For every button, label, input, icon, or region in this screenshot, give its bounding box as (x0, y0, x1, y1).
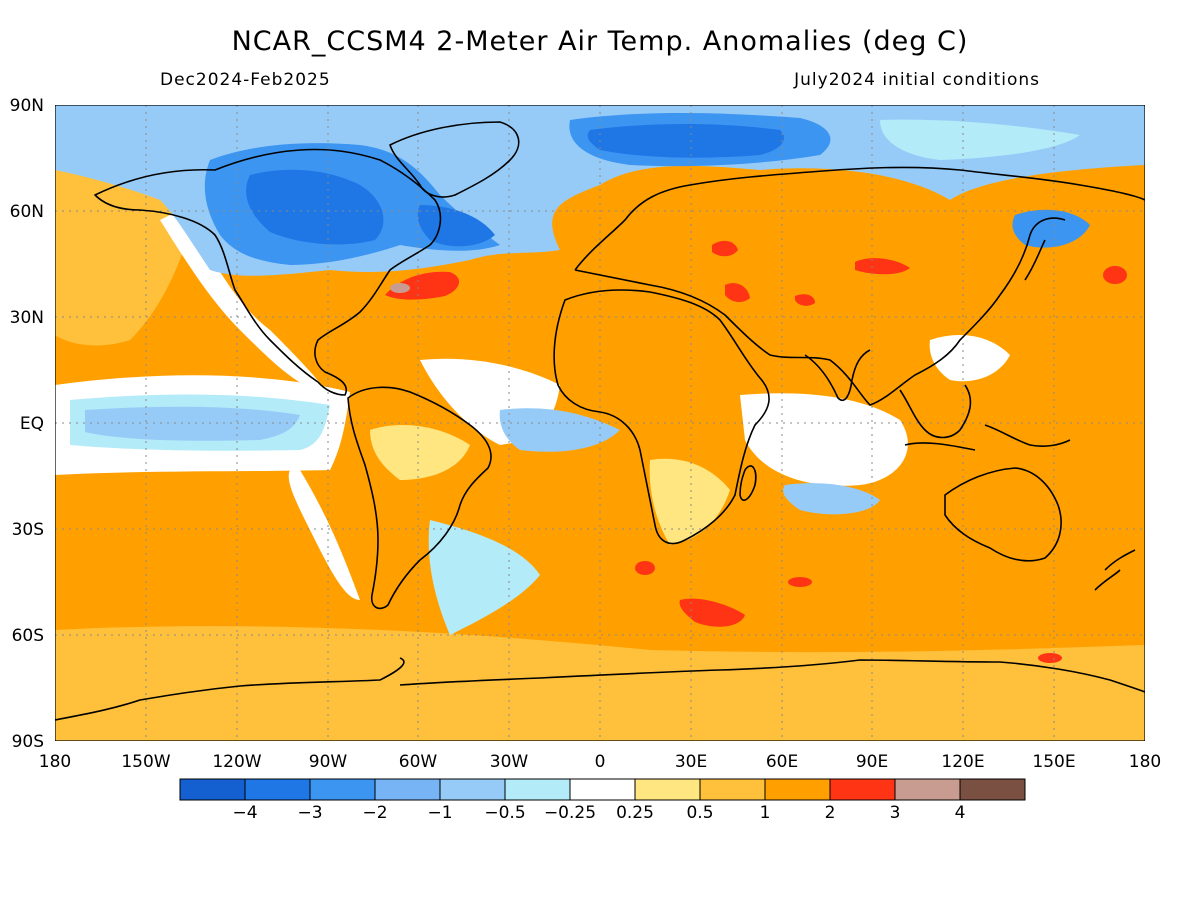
colorbar-swatch (959, 778, 1026, 801)
anomaly-region-canada-very-cold (246, 169, 384, 245)
latitude-labels: 90N 60N 30N EQ 30S 60S 90S (10, 96, 44, 752)
colorbar-label: −2 (362, 803, 387, 823)
coastline-madagascar (739, 465, 757, 501)
hotspot-eastern-us-max (390, 283, 410, 293)
colorbar-label: −0.5 (484, 803, 525, 823)
lon-label: 120E (941, 752, 984, 772)
lon-label: 30W (490, 752, 529, 772)
coastline-greenland (389, 121, 520, 198)
hotspot-north-pacific (1103, 266, 1127, 284)
anomaly-region-equatorial-atlantic-cool (499, 408, 620, 452)
anomaly-region-siberia-cool (880, 119, 1080, 160)
colorbar-swatch (439, 778, 506, 801)
anomaly-region-tropical-pacific-core (85, 406, 300, 441)
colorbar-swatch (244, 778, 311, 801)
lat-label: 60S (12, 626, 44, 646)
anomaly-region-kamchatka-cold (1012, 209, 1090, 248)
anomaly-region-eurasian-arctic-very-cold (587, 124, 784, 158)
colorbar-label: 1 (760, 803, 771, 823)
coastlines (55, 121, 1145, 721)
lon-label: 150E (1032, 752, 1075, 772)
colorbar-swatch (699, 778, 766, 801)
anomaly-region-north-africa-warm (555, 294, 713, 392)
coastline-new-zealand (1094, 549, 1136, 591)
colorbar-swatch (894, 778, 961, 801)
colorbar-swatch (764, 778, 831, 801)
initial-conditions: July2024 initial conditions (794, 70, 1040, 90)
colorbar-label: 4 (955, 803, 966, 823)
anomaly-region-north-pacific-warm (55, 156, 200, 346)
coastline-australia (944, 467, 1062, 562)
colorbar-label: −4 (232, 803, 257, 823)
colorbar-swatch (309, 778, 376, 801)
colorbar-label: −1 (427, 803, 452, 823)
hotspot-middle-east (725, 283, 750, 302)
anomaly-region-southern-ocean-light (55, 626, 1145, 741)
lon-label: 180 (1129, 752, 1161, 772)
lon-label: 90W (309, 752, 348, 772)
lon-label: 90E (856, 752, 888, 772)
coastline-japan (1024, 239, 1046, 281)
coastline-south-america (347, 386, 492, 610)
coastline-maritime-continent (904, 424, 1071, 451)
colorbar-swatch (374, 778, 441, 801)
lat-label: 30S (12, 520, 44, 540)
forecast-period: Dec2024-Feb2025 (160, 70, 331, 90)
lon-label: 180 (39, 752, 71, 772)
hotspot-tibet (795, 294, 815, 306)
hotspot-caspian (712, 240, 738, 257)
lat-label: 90N (10, 96, 44, 116)
colorbar-label: 0.25 (616, 803, 654, 823)
lat-label: 30N (10, 308, 44, 328)
anomaly-region-south-atlantic-cool (428, 520, 540, 635)
coastline-india (804, 349, 871, 402)
lon-label: 60E (766, 752, 798, 772)
colorbar-label: 3 (890, 803, 901, 823)
coastline-eurasia (574, 166, 1145, 406)
lon-label: 150W (121, 752, 170, 772)
coastline-africa (553, 289, 770, 545)
hotspot-central-asia (855, 258, 910, 275)
hotspot-south-atlantic (635, 561, 655, 575)
colorbar-label: −3 (297, 803, 322, 823)
lon-label: 120W (212, 752, 261, 772)
anomaly-region-south-america-light (370, 425, 470, 480)
colorbar-swatch (634, 778, 701, 801)
colorbar-label: 0.5 (686, 803, 713, 823)
lat-label: 60N (10, 202, 44, 222)
coastline-southeast-asia (899, 384, 972, 439)
colorbar: −4 −3 −2 −1 −0.5 −0.25 0.25 0.5 1 2 3 4 (179, 778, 1026, 823)
lat-label: 90S (12, 732, 44, 752)
longitude-labels: 180 150W 120W 90W 60W 30W 0 30E 60E 90E … (39, 752, 1161, 772)
lon-label: 30E (675, 752, 707, 772)
colorbar-swatch (504, 778, 571, 801)
anomaly-field (55, 105, 1145, 741)
lon-label: 0 (595, 752, 606, 772)
lat-label: EQ (20, 414, 44, 434)
anomaly-region-eurasia-warm (620, 202, 1020, 342)
colorbar-swatch (829, 778, 896, 801)
hotspot-indian-ocean-east (788, 577, 812, 587)
hotspot-antarctic-coast (1038, 653, 1062, 663)
anomaly-region-indian-ocean-cool (783, 483, 880, 515)
anomaly-region-east-asia-neutral (929, 335, 1010, 382)
lon-label: 60W (399, 752, 438, 772)
anomaly-region-southern-africa-light (649, 458, 730, 545)
colorbar-label: 2 (825, 803, 836, 823)
hotspot-southern-indian-ocean (679, 598, 745, 627)
coastline-north-america (94, 148, 442, 396)
colorbar-swatch (179, 778, 246, 801)
coastline-antarctica (55, 657, 1145, 721)
colorbar-label: −0.25 (544, 803, 596, 823)
chart-title: NCAR_CCSM4 2-Meter Air Temp. Anomalies (… (231, 26, 969, 57)
colorbar-swatch (569, 778, 636, 801)
anomaly-region-south-pacific-band (288, 470, 360, 600)
